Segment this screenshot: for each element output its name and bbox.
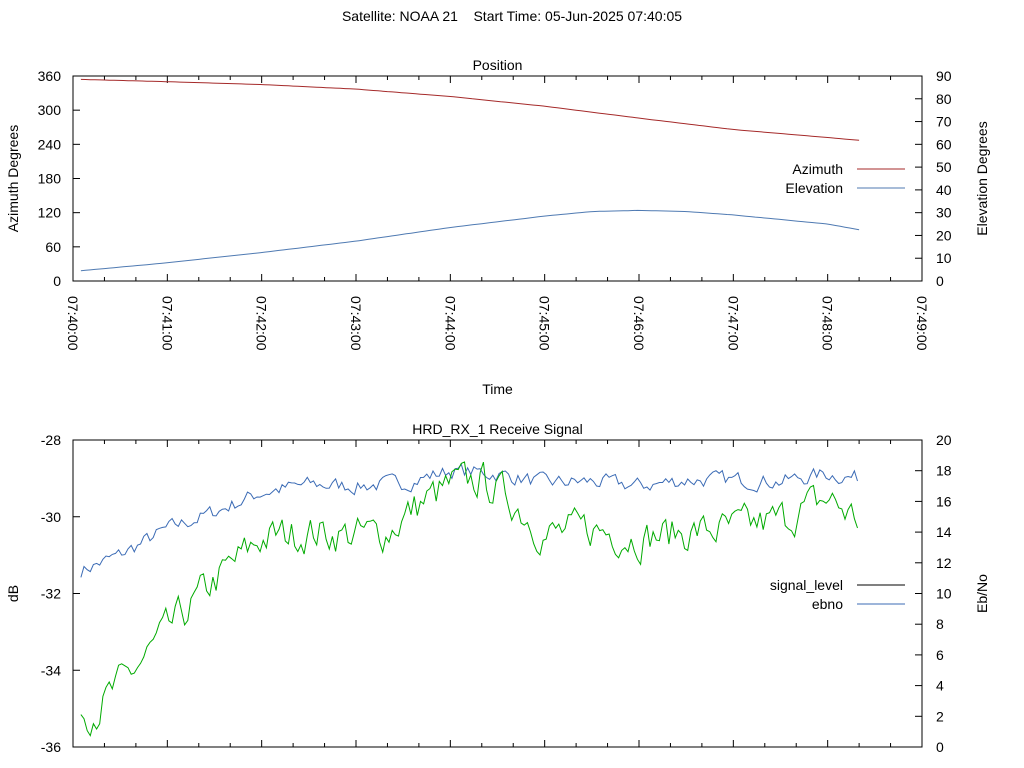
y2-tick-label: 0 [936, 273, 944, 289]
x-tick-label: 07:42:00 [254, 296, 270, 351]
y2-tick-label: 12 [936, 555, 952, 571]
y2-tick-label: 30 [936, 205, 952, 221]
x-tick-label: 07:48:00 [820, 296, 836, 351]
y-tick-label: -34 [41, 662, 61, 678]
y2-tick-label: 14 [936, 524, 952, 540]
legend-label: Azimuth [792, 161, 843, 177]
y2-tick-label: 0 [936, 739, 944, 755]
y2-tick-label: 18 [936, 463, 952, 479]
y2-tick-label: 40 [936, 182, 952, 198]
series-line-Azimuth [80, 78, 860, 141]
y2-axis-label: Elevation Degrees [974, 121, 990, 235]
y2-tick-label: 10 [936, 250, 952, 266]
y-tick-label: -28 [41, 432, 61, 448]
x-tick-label: 07:46:00 [631, 296, 647, 351]
y-tick-label: -30 [41, 509, 61, 525]
y-tick-label: 180 [38, 171, 62, 187]
y2-tick-label: 60 [936, 136, 952, 152]
y2-tick-label: 90 [936, 68, 952, 84]
series-line-ebno [80, 463, 858, 578]
y2-tick-label: 70 [936, 114, 952, 130]
y2-tick-label: 2 [936, 708, 944, 724]
x-tick-label: 07:44:00 [442, 296, 458, 351]
y2-tick-label: 20 [936, 227, 952, 243]
y2-tick-label: 20 [936, 432, 952, 448]
legend-label: signal_level [770, 577, 843, 593]
y2-tick-label: 10 [936, 586, 952, 602]
legend-label: Elevation [785, 180, 843, 196]
plot-frame [72, 75, 923, 282]
y2-axis-label: Eb/No [974, 574, 990, 613]
chart-title: HRD_RX_1 Receive Signal [412, 421, 582, 437]
y-axis-label: dB [5, 585, 21, 602]
y-tick-label: 60 [45, 239, 61, 255]
y2-tick-label: 8 [936, 616, 944, 632]
page-title: Satellite: NOAA 21 Start Time: 05-Jun-20… [341, 8, 683, 24]
y-tick-label: -32 [41, 586, 61, 602]
x-tick-label: 07:49:00 [914, 296, 930, 351]
series-line-Elevation [80, 209, 860, 272]
y2-tick-label: 6 [936, 647, 944, 663]
y-tick-label: 240 [38, 136, 62, 152]
y-tick-label: 120 [38, 205, 62, 221]
y-tick-label: 360 [38, 68, 62, 84]
x-axis-label: Time [482, 381, 513, 397]
plot-frame [72, 439, 923, 748]
x-tick-label: 07:45:00 [537, 296, 553, 351]
x-tick-label: 07:41:00 [159, 296, 175, 351]
y2-tick-label: 4 [936, 678, 944, 694]
series-line-unnamed-2 [80, 461, 858, 737]
y-axis-label: Azimuth Degrees [5, 125, 21, 232]
y2-tick-label: 50 [936, 159, 952, 175]
y-tick-label: 0 [53, 273, 61, 289]
legend-label: ebno [812, 596, 843, 612]
x-tick-label: 07:43:00 [348, 296, 364, 351]
y-tick-label: -36 [41, 739, 61, 755]
x-tick-label: 07:40:00 [65, 296, 81, 351]
y2-tick-label: 80 [936, 91, 952, 107]
x-tick-label: 07:47:00 [725, 296, 741, 351]
chart-title: Position [473, 57, 523, 73]
y-tick-label: 300 [38, 102, 62, 118]
y2-tick-label: 16 [936, 493, 952, 509]
